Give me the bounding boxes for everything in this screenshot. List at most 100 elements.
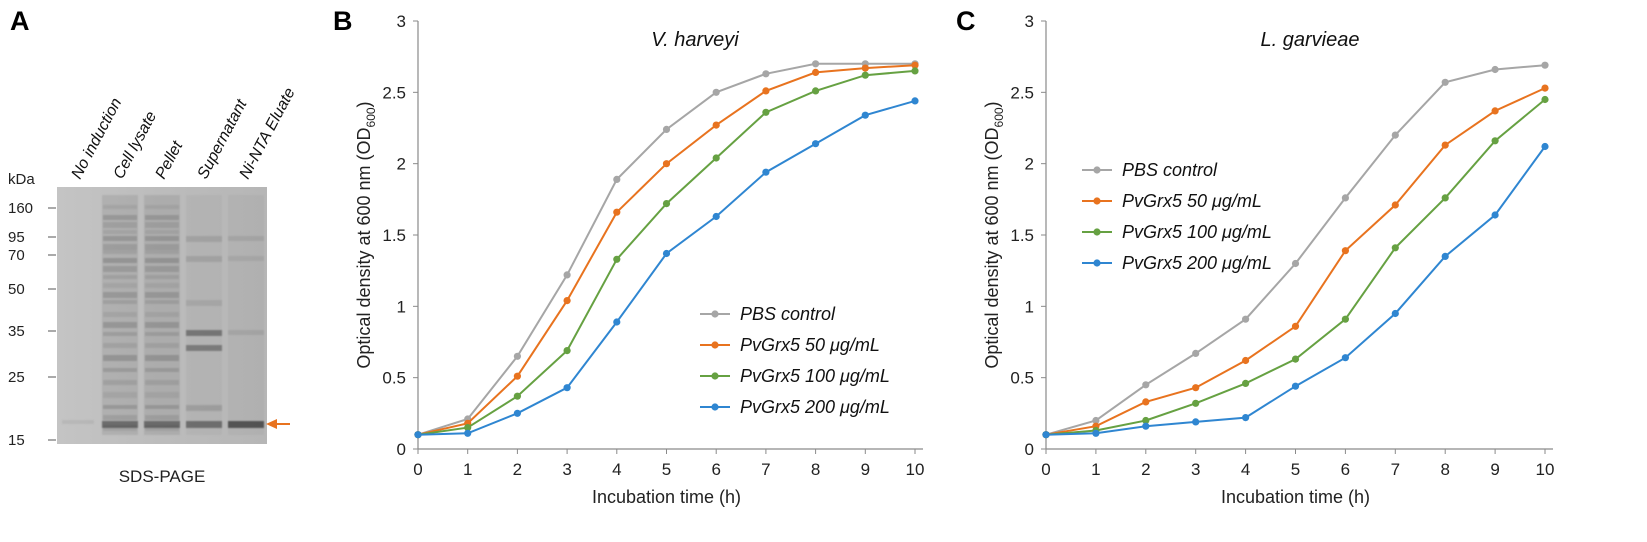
x-tick-label: 10 [906, 460, 925, 479]
y-tick-label: 0 [397, 440, 406, 459]
x-tick-label: 5 [1291, 460, 1300, 479]
data-point [662, 249, 671, 258]
marker-label: 35 [8, 323, 25, 340]
target-band [102, 421, 138, 428]
legend-entry: PvGrx5 100 μg/mL [740, 366, 890, 386]
data-point [1341, 194, 1349, 202]
x-tick-label: 0 [1041, 460, 1050, 479]
kda-unit-label: kDa [8, 171, 35, 188]
y-tick-label: 2.5 [1010, 83, 1034, 102]
target-band [144, 421, 180, 428]
data-point [1042, 431, 1050, 439]
marker-label: 25 [8, 369, 25, 386]
data-point [1192, 418, 1200, 426]
legend: PBS control PvGrx5 50 μg/mL PvGrx5 100 μg/… [700, 304, 890, 417]
data-point [1092, 429, 1100, 437]
y-tick-label: 2 [397, 155, 406, 174]
data-point [1391, 131, 1399, 139]
chart-c-lgarvieae: 0 1 2 3 4 5 6 7 8 9 10 0 0.5 1 1.5 2 2.5 3 Incubation time… [982, 12, 1554, 507]
data-point [812, 60, 820, 68]
data-point [762, 108, 770, 116]
data-point [1242, 356, 1250, 365]
x-tick-label: 8 [811, 460, 820, 479]
data-point [563, 271, 571, 279]
data-point [1541, 61, 1549, 69]
gel-band [186, 256, 222, 262]
gel-band [186, 236, 222, 242]
data-point [1491, 211, 1499, 219]
y-tick-label: 0.5 [1010, 369, 1034, 388]
target-band [186, 421, 222, 428]
target-band-arrow-icon [266, 419, 290, 429]
data-point [812, 140, 820, 148]
data-point [1142, 381, 1150, 389]
y-tick-label: 2 [1025, 155, 1034, 174]
target-band [228, 421, 264, 428]
data-point [513, 372, 522, 380]
x-tick-label: 6 [1341, 460, 1350, 479]
data-point [1541, 84, 1549, 92]
data-point [861, 64, 869, 72]
x-tick-label: 1 [463, 460, 472, 479]
data-point [1192, 399, 1200, 407]
chart-title: L. garvieae [1261, 29, 1360, 51]
chart-title: V. harveyi [651, 29, 739, 51]
legend-swatch-marker [711, 341, 719, 349]
data-point [662, 125, 671, 133]
legend-swatch-marker [711, 372, 719, 380]
legend-swatch-marker [1093, 166, 1101, 174]
data-point [861, 111, 869, 119]
data-point [1242, 379, 1250, 387]
data-point [1491, 137, 1499, 145]
x-tick-label: 9 [1490, 460, 1499, 479]
lane-smear [228, 195, 264, 435]
data-point [1242, 315, 1250, 323]
marker-label: 70 [8, 247, 25, 264]
legend-swatch-marker [711, 403, 719, 411]
data-point [464, 424, 472, 432]
data-point [762, 168, 770, 176]
data-point [762, 87, 770, 95]
x-tick-label: 3 [562, 460, 571, 479]
data-point [1142, 398, 1150, 406]
legend-entry: PBS control [1122, 160, 1218, 180]
data-point [1391, 201, 1399, 209]
data-point [861, 71, 869, 79]
y-tick-label: 3 [1025, 12, 1034, 31]
data-point [1242, 414, 1250, 422]
series-line [1045, 64, 1546, 436]
panel-letter-c: C [956, 6, 976, 36]
data-point [613, 175, 621, 183]
data-point [1192, 384, 1200, 392]
data-point [563, 347, 571, 355]
legend-entry: PvGrx5 50 μg/mL [740, 335, 880, 355]
gel-band [186, 345, 222, 351]
legend-swatch-marker [1093, 197, 1101, 205]
data-point [1142, 422, 1150, 430]
x-tick-label: 8 [1440, 460, 1449, 479]
x-tick-label: 3 [1191, 460, 1200, 479]
y-tick-label: 3 [397, 12, 406, 31]
gel-band [186, 405, 222, 411]
data-point [1541, 142, 1549, 151]
legend-entry: PBS control [740, 304, 836, 324]
gel-band [228, 256, 264, 261]
gel-band [228, 330, 264, 335]
data-point [911, 61, 919, 69]
data-point [812, 68, 820, 76]
data-point [414, 431, 422, 439]
y-axis-label: Optical density at 600 nm (OD600) [354, 101, 378, 368]
data-point [1341, 315, 1349, 323]
x-axis-label: Incubation time (h) [1221, 487, 1370, 507]
data-point [1092, 416, 1100, 425]
data-point [911, 67, 919, 75]
data-point [613, 208, 621, 216]
gel-band [186, 330, 222, 336]
gel-band [228, 236, 264, 241]
x-tick-label: 10 [1536, 460, 1555, 479]
chart-b-vharveyi: 0 1 2 3 4 5 6 7 8 9 10 0 0.5 1 1.5 2 2.5 3 Incubation time… [354, 12, 924, 507]
x-tick-label: 7 [1391, 460, 1400, 479]
data-point [563, 384, 571, 392]
